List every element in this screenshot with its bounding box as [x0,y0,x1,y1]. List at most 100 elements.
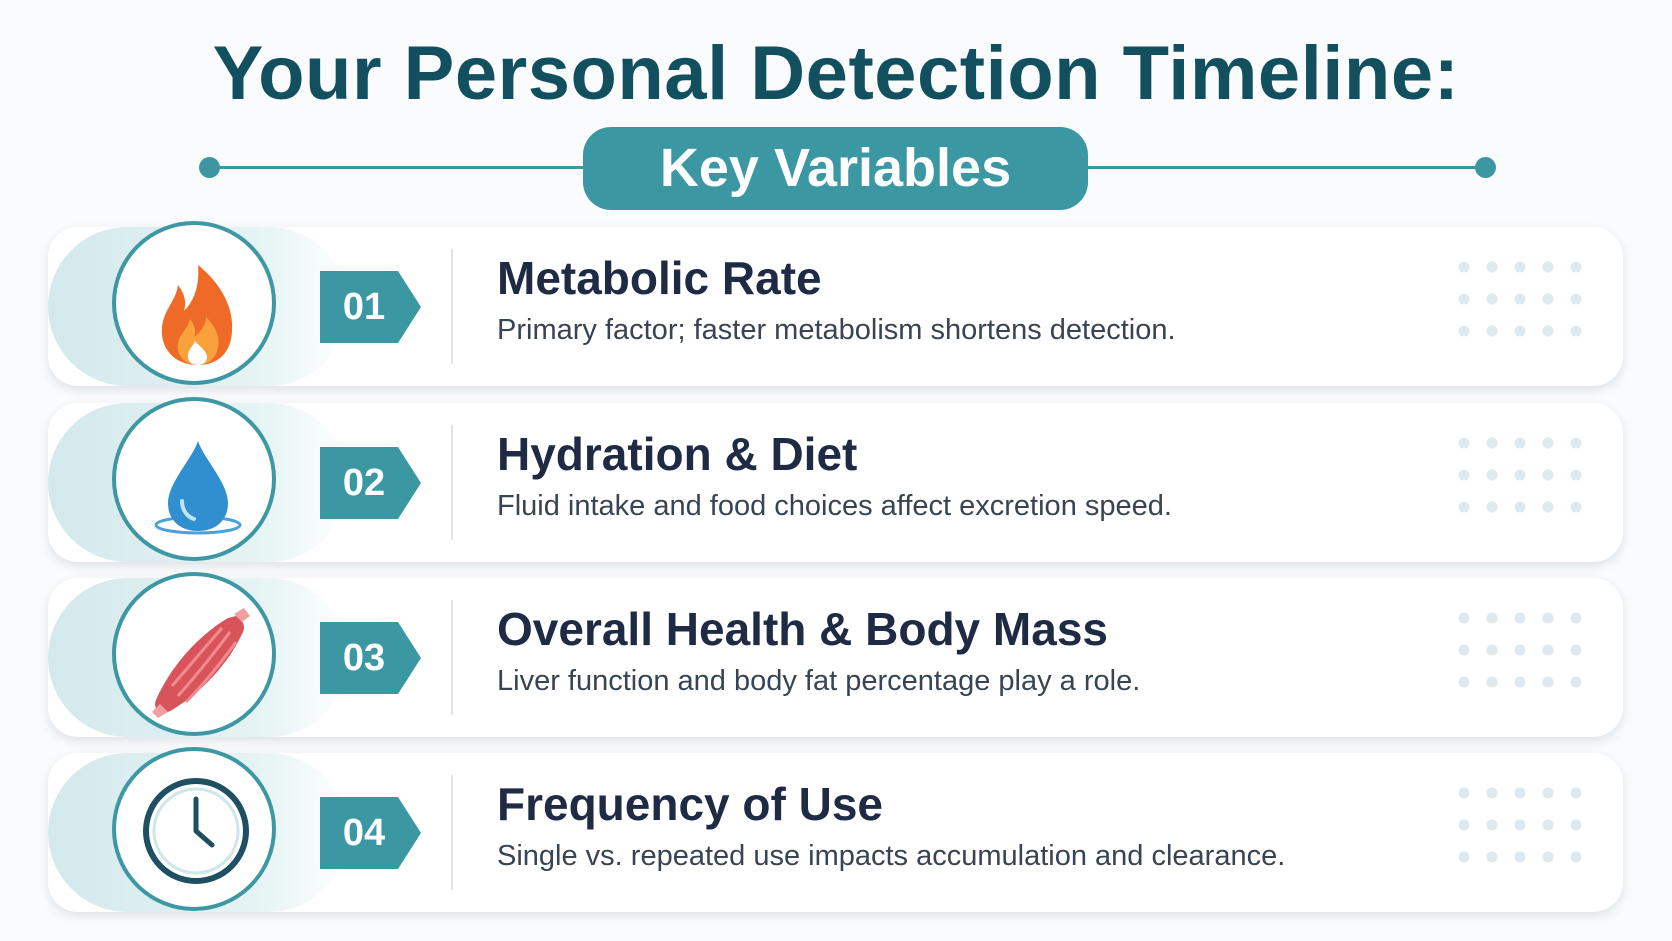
divider [451,425,453,540]
dot [1486,787,1498,799]
dot [1514,612,1526,624]
dot-pattern [1458,437,1582,513]
dot [1458,787,1470,799]
number-badge: 02 [320,447,421,519]
dot [1570,293,1582,305]
dot [1458,437,1470,449]
dot [1570,612,1582,624]
item-row: 01 Metabolic Rate Primary factor; faster… [48,221,1623,386]
badge-shape [320,271,421,343]
number-badge: 01 [320,271,421,343]
divider [451,600,453,715]
dot [1570,787,1582,799]
dot [1458,501,1470,513]
dot [1458,819,1470,831]
dot [1542,819,1554,831]
rule-end [199,157,220,178]
item-row: 03 Overall Health & Body Mass Liver func… [48,572,1623,737]
dot [1486,851,1498,863]
item-description: Single vs. repeated use impacts accumula… [497,840,1286,872]
dot [1542,644,1554,656]
rule-end [1475,157,1496,178]
dot [1542,437,1554,449]
dot [1570,644,1582,656]
dot [1486,644,1498,656]
dot [1514,469,1526,481]
item-number: 04 [342,812,386,854]
dot [1542,261,1554,273]
dot [1514,851,1526,863]
item-description: Fluid intake and food choices affect exc… [497,490,1172,522]
dot [1542,501,1554,513]
dot [1514,676,1526,688]
subtitle: Key Variables [583,127,1088,210]
icon-circle [112,572,276,736]
dot [1570,469,1582,481]
divider [451,249,453,364]
dot [1486,293,1498,305]
badge-shape [320,447,421,519]
badge-shape [320,622,421,694]
item-row: 04 Frequency of Use Single vs. repeated … [48,747,1623,912]
icon-circle [112,747,276,911]
dot [1458,261,1470,273]
icon [161,265,233,365]
dot [1570,819,1582,831]
item-title: Overall Health & Body Mass [497,603,1108,655]
dot [1542,676,1554,688]
dot-pattern [1458,787,1582,863]
dot [1570,261,1582,273]
dot [1542,469,1554,481]
dot [1514,293,1526,305]
dot [1570,437,1582,449]
dot [1542,851,1554,863]
dot [1486,501,1498,513]
item-title: Metabolic Rate [497,252,822,304]
dot [1570,501,1582,513]
dot [1514,644,1526,656]
dot [1486,261,1498,273]
dot [1542,612,1554,624]
dot-pattern [1458,261,1582,337]
dot [1458,644,1470,656]
item-number: 03 [342,637,386,679]
icon-circle [112,397,276,561]
item-title: Frequency of Use [497,778,883,830]
number-badge: 03 [320,622,421,694]
item-description: Liver function and body fat percentage p… [497,665,1141,697]
dot [1486,676,1498,688]
icon [143,778,249,884]
icon [154,441,242,535]
dot [1514,325,1526,337]
badge-shape [320,797,421,869]
dot [1486,612,1498,624]
dot [1486,819,1498,831]
item-row: 02 Hydration & Diet Fluid intake and foo… [48,397,1623,562]
dot [1514,261,1526,273]
dot [1570,676,1582,688]
dot [1542,293,1554,305]
dot [1542,787,1554,799]
dot [1514,787,1526,799]
dot [1458,469,1470,481]
dot [1458,676,1470,688]
item-number: 02 [342,462,386,504]
number-badge: 04 [320,797,421,869]
dot [1458,325,1470,337]
dot [1514,501,1526,513]
dot [1458,293,1470,305]
divider [451,775,453,890]
dot [1458,612,1470,624]
title: Your Personal Detection Timeline: [212,31,1460,116]
dot-pattern [1458,612,1582,688]
dot [1514,819,1526,831]
dot [1542,325,1554,337]
icon [152,608,250,718]
dot [1486,325,1498,337]
item-title: Hydration & Diet [497,428,858,480]
dot [1486,469,1498,481]
icon-circle [112,221,276,385]
dot [1570,851,1582,863]
dot [1458,851,1470,863]
